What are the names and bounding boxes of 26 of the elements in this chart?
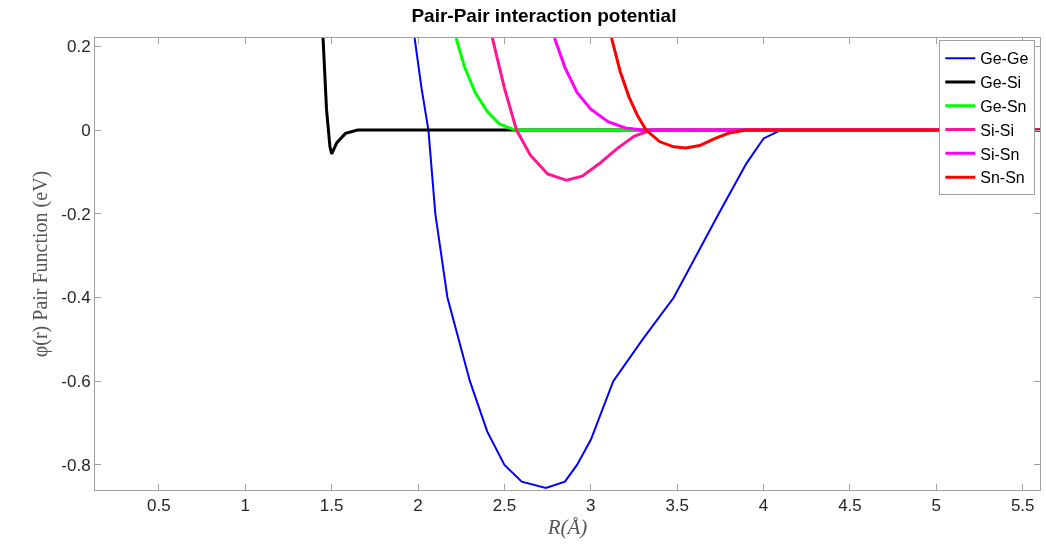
x-tick-label: 5 [931,496,942,516]
legend-label: Ge-Ge [980,50,1029,68]
x-tick-label: 3.5 [665,496,690,516]
y-tick-label: -0.8 [61,455,91,475]
y-tick-label: -0.2 [61,204,91,224]
x-tick-label: 2 [413,496,423,516]
y-tick-label: 0 [81,121,91,141]
legend-label: Sn-Sn [980,169,1025,187]
x-tick-label: 1.5 [319,496,344,516]
legend-label: Ge-Si [980,74,1022,92]
x-tick-label: 4 [758,496,769,516]
y-tick-label: -0.4 [61,288,91,308]
x-tick-label: 4.5 [838,496,862,516]
chart-title: Pair-Pair interaction potential [411,4,677,26]
y-tick-label: 0.2 [66,37,91,57]
x-tick-label: 5.5 [1010,496,1035,516]
x-tick-label: 2.5 [492,496,517,516]
legend-label: Si-Sn [980,145,1020,163]
legend-label: Si-Si [980,121,1015,139]
x-tick-label: 0.5 [147,496,171,516]
x-axis-title: R(Å) [546,515,588,540]
x-tick-label: 3 [586,496,596,516]
y-axis-title: φ(r) Pair Function (eV) [28,170,52,358]
legend-label: Ge-Sn [980,98,1027,115]
y-tick-label: -0.6 [61,372,91,392]
x-tick-label: 1 [240,496,251,516]
